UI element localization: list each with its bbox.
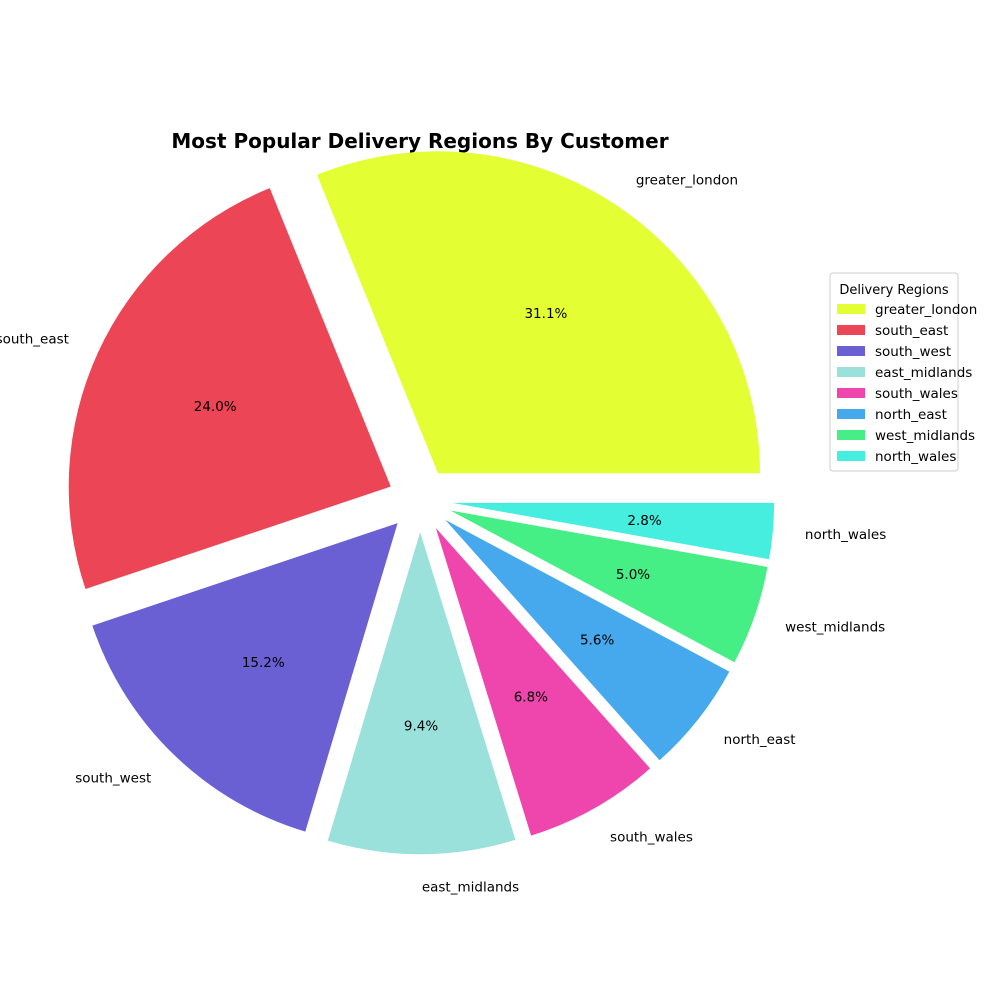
legend-frame (829, 272, 959, 472)
slice-label-north-east: north_east (724, 732, 796, 748)
pct-label-west-midlands: 5.0% (616, 567, 650, 583)
legend-swatch-north-east (837, 409, 865, 419)
legend: Delivery Regions greater_london south_eas… (829, 272, 977, 472)
pie-slices (68, 151, 775, 855)
legend-label-north-wales: north_wales (875, 449, 956, 465)
slice-label-greater-london: greater_london (636, 173, 738, 189)
legend-swatch-east-midlands (837, 367, 865, 377)
pct-label-east-midlands: 9.4% (404, 718, 438, 734)
legend-label-west-midlands: west_midlands (875, 428, 975, 444)
slice-label-south-east: south_east (0, 332, 69, 348)
chart-title: Most Popular Delivery Regions By Custome… (171, 129, 668, 153)
pie-slice-south-wales (435, 528, 651, 836)
legend-swatch-south-west (837, 346, 865, 356)
slice-labels: 31.1% greater_london 24.0% south_east 15.2% s… (0, 173, 886, 896)
legend-swatch-south-wales (837, 388, 865, 398)
pct-label-north-wales: 2.8% (627, 513, 661, 529)
legend-label-south-west: south_west (875, 344, 951, 360)
legend-swatch-north-wales (837, 451, 865, 461)
legend-swatch-south-east (837, 325, 865, 335)
legend-items: greater_london south_east south_west east_m… (837, 302, 977, 465)
pie-slice-greater-london (316, 151, 760, 474)
legend-label-east-midlands: east_midlands (875, 365, 972, 381)
pct-label-south-east: 24.0% (194, 399, 237, 415)
pct-label-north-east: 5.6% (580, 632, 614, 648)
pct-label-south-west: 15.2% (242, 655, 285, 671)
legend-title: Delivery Regions (839, 283, 949, 298)
pie-slice-south-east (68, 188, 391, 590)
pie-slice-north-wales (452, 502, 775, 560)
legend-label-south-east: south_east (875, 323, 948, 339)
slice-label-west-midlands: west_midlands (785, 619, 885, 635)
pie-slice-west-midlands (450, 510, 768, 663)
legend-swatch-greater-london (837, 304, 865, 314)
slice-label-north-wales: north_wales (805, 527, 886, 543)
pct-label-south-wales: 6.8% (514, 689, 548, 705)
pie-slice-east-midlands (327, 532, 516, 855)
slice-label-south-west: south_west (75, 771, 151, 787)
legend-label-south-wales: south_wales (875, 386, 958, 402)
pct-label-greater-london: 31.1% (524, 306, 567, 322)
slice-label-south-wales: south_wales (610, 829, 693, 845)
pie-slice-north-east (445, 519, 730, 761)
legend-label-north-east: north_east (875, 407, 947, 423)
legend-swatch-west-midlands (837, 430, 865, 440)
pie-slice-south-west (92, 523, 398, 832)
legend-label-greater-london: greater_london (875, 302, 977, 318)
slice-label-east-midlands: east_midlands (422, 879, 519, 895)
